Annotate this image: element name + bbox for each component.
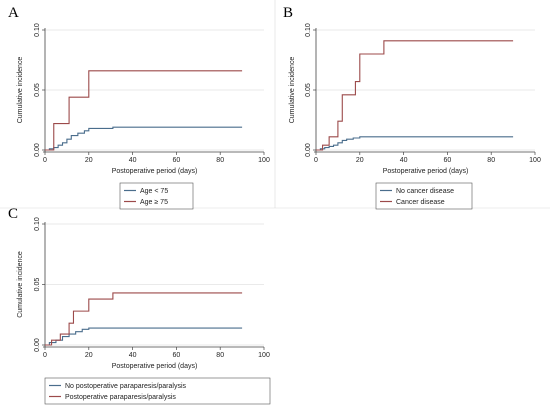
x-tick-label: 0	[43, 352, 47, 359]
series-line-2	[316, 40, 514, 151]
x-tick-label: 20	[85, 352, 93, 359]
legend-entry: No postoperative paraparesis/paralysis	[65, 383, 187, 390]
y-tick-label: 0.05	[34, 278, 41, 292]
chart-panel-c: C 0 20 40 60 80 100 0.00 0.05 0.10 Postoperative p…	[8, 206, 271, 405]
x-tick-label: 20	[356, 157, 364, 164]
legend-entry: Age < 75	[140, 188, 168, 195]
series-line-1	[316, 136, 514, 151]
series-line-2	[45, 70, 243, 151]
legend-box	[119, 182, 194, 210]
x-tick-label: 60	[173, 157, 181, 164]
x-axis-label: Postoperative period (days)	[383, 168, 469, 175]
x-tick-label: 40	[129, 157, 137, 164]
x-tick-label: 0	[314, 157, 318, 164]
x-tick-label: 60	[173, 352, 181, 359]
legend: No postoperative paraparesis/paralysis Po…	[44, 377, 271, 405]
y-tick-label: 0.00	[34, 338, 41, 352]
y-axis-label: Cumulative incidence	[17, 251, 24, 318]
y-tick-label: 0.05	[305, 83, 312, 97]
x-tick-label: 100	[258, 352, 270, 359]
chart-panel-b: B 0 20 40 60 80 100 0.00 0.05 0.10 Postoperative p…	[283, 5, 541, 210]
x-tick-label: 40	[129, 352, 137, 359]
legend-entry: Cancer disease	[396, 199, 445, 206]
y-tick-label: 0.00	[34, 143, 41, 157]
panel-letter: A	[8, 5, 19, 21]
panel-letter: C	[8, 206, 18, 222]
legend-entry: Postoperative paraparesis/paralysis	[65, 394, 176, 401]
legend: Age < 75 Age ≥ 75	[119, 182, 194, 210]
x-tick-label: 40	[400, 157, 408, 164]
x-tick-label: 80	[487, 157, 495, 164]
legend: No cancer disease Cancer disease	[375, 182, 473, 210]
series-line-1	[45, 327, 243, 346]
panel-letter: B	[283, 5, 293, 21]
x-tick-label: 80	[216, 352, 224, 359]
x-axis-label: Postoperative period (days)	[112, 363, 198, 370]
legend-entry: No cancer disease	[396, 188, 454, 195]
legend-entry: Age ≥ 75	[140, 199, 168, 206]
y-axis-label: Cumulative incidence	[17, 57, 24, 124]
series-line-2	[45, 292, 243, 346]
y-tick-label: 0.10	[34, 217, 41, 231]
x-tick-label: 60	[444, 157, 452, 164]
x-tick-label: 100	[258, 157, 270, 164]
y-tick-label: 0.10	[34, 23, 41, 37]
y-axis-label: Cumulative incidence	[289, 57, 296, 124]
legend-box	[44, 377, 271, 405]
series-line-1	[45, 126, 243, 151]
y-tick-label: 0.05	[34, 83, 41, 97]
x-tick-label: 0	[43, 157, 47, 164]
y-tick-label: 0.00	[305, 143, 312, 157]
x-tick-label: 100	[529, 157, 541, 164]
x-tick-label: 80	[216, 157, 224, 164]
x-tick-label: 20	[85, 157, 93, 164]
y-tick-label: 0.10	[305, 23, 312, 37]
chart-panel-a: A 0 20 40 60 80 100 0.00 0.05 0.10 Postoperative p…	[8, 5, 270, 210]
x-axis-label: Postoperative period (days)	[112, 168, 198, 175]
legend-box	[375, 182, 473, 210]
